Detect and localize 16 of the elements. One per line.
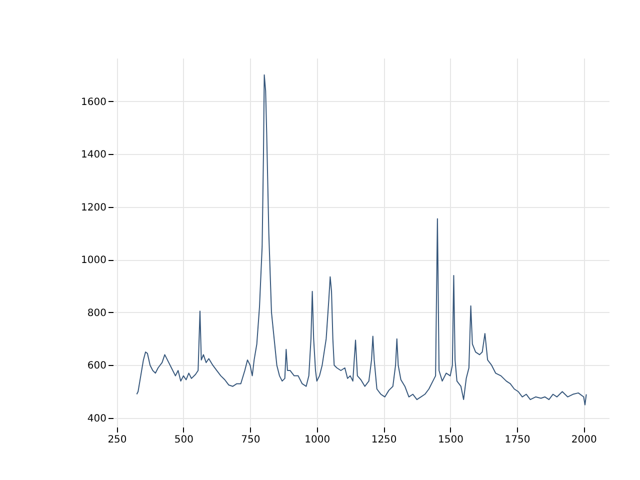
x-tick-label: 500 (174, 434, 194, 446)
y-tick-label: 1200 (81, 202, 106, 214)
y-tick-label: 1600 (81, 96, 106, 108)
y-tick-label: 600 (87, 360, 106, 372)
line-series (136, 74, 587, 406)
y-tick-label: 800 (87, 308, 106, 319)
y-tick-label: 400 (87, 414, 106, 425)
x-tick-label: 1500 (438, 434, 464, 446)
y-tick-label: 1400 (81, 150, 106, 161)
x-tick-label: 2000 (571, 434, 597, 446)
y-tick-label: 1000 (81, 255, 106, 266)
x-tick-label: 250 (108, 434, 127, 446)
x-tick-label: 1000 (304, 434, 330, 446)
x-tick-label: 1750 (504, 434, 530, 446)
x-tick-label: 1250 (371, 434, 397, 446)
x-tick-label: 750 (241, 434, 260, 446)
